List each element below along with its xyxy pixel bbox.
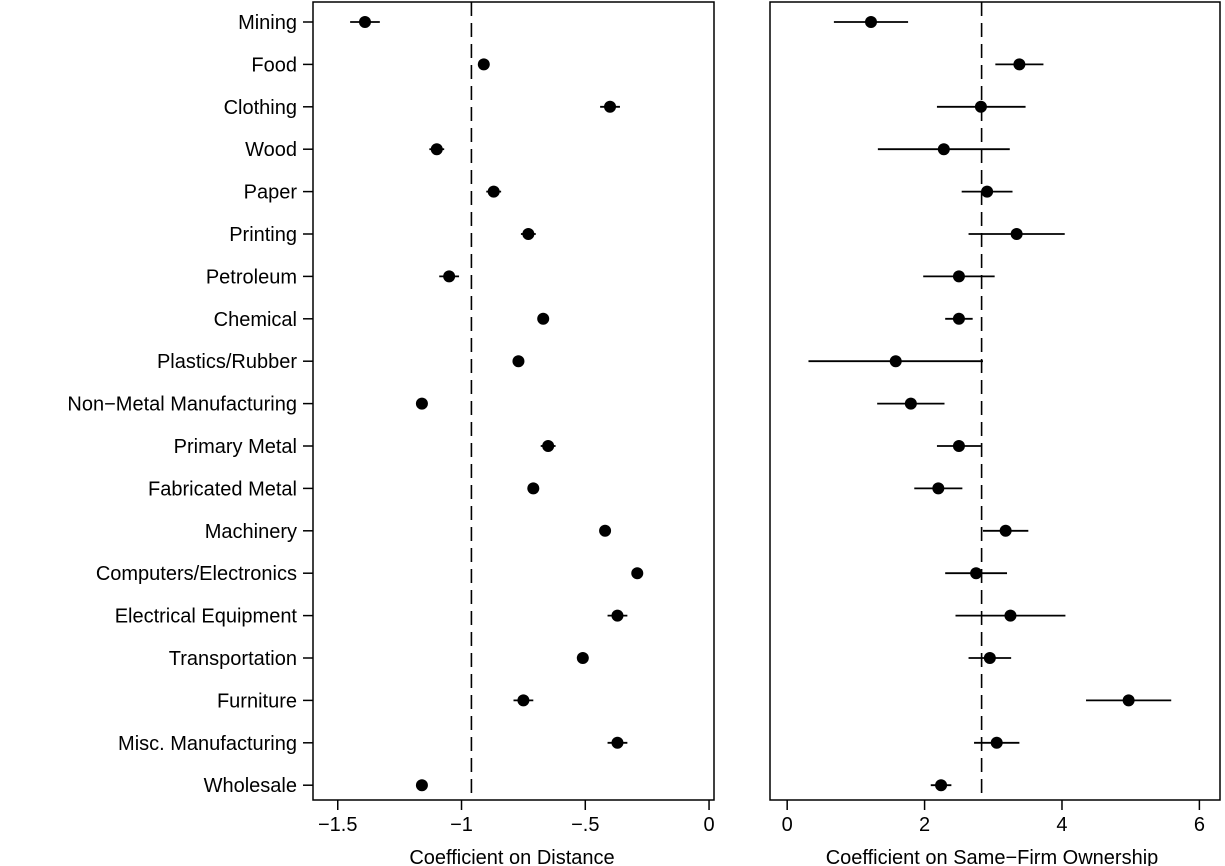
distance-x-tick-label: 0	[703, 814, 714, 836]
category-label: Food	[251, 54, 297, 76]
distance-panel: −1.5 −1 −.5 0	[318, 2, 715, 836]
ownership-point	[970, 567, 983, 580]
ownership-point	[864, 16, 877, 28]
distance-point	[537, 312, 550, 325]
distance-point	[430, 143, 443, 156]
distance-point	[522, 228, 535, 240]
distance-point	[542, 440, 555, 452]
ownership-point	[983, 652, 996, 664]
distance-point	[477, 58, 490, 71]
right-panel-frame	[769, 1, 1221, 801]
ownership-point	[952, 270, 965, 283]
distance-point	[611, 736, 624, 749]
ownership-point	[1122, 694, 1135, 707]
ownership-x-tick-label: 2	[919, 814, 930, 836]
category-label: Primary Metal	[174, 436, 297, 458]
category-label: Furniture	[217, 690, 297, 712]
ownership-point	[999, 524, 1012, 537]
ownership-point	[981, 185, 994, 198]
category-label: Computers/Electronics	[96, 563, 297, 585]
distance-point	[527, 482, 540, 495]
category-label: Non−Metal Manufacturing	[67, 394, 297, 416]
left-x-axis-title: Coefficient on Distance	[409, 847, 614, 866]
category-label: Wood	[245, 139, 297, 161]
ownership-point	[1010, 228, 1023, 240]
category-label: Paper	[244, 182, 298, 204]
distance-point	[604, 100, 617, 113]
distance-point	[631, 567, 644, 580]
distance-point	[576, 652, 589, 664]
distance-point	[512, 355, 525, 368]
distance-point	[487, 185, 500, 198]
distance-point	[443, 270, 456, 283]
category-label: Clothing	[224, 97, 297, 119]
left-panel-frame	[312, 1, 715, 801]
ownership-x-tick-label: 0	[782, 814, 793, 836]
distance-x-tick-label: −1.5	[318, 814, 357, 836]
distance-x-tick-label: −.5	[571, 814, 599, 836]
ownership-point	[952, 312, 965, 325]
ownership-point	[974, 100, 987, 113]
ownership-point	[889, 355, 902, 368]
category-label: Transportation	[169, 648, 297, 670]
ownership-point	[1004, 609, 1017, 622]
ownership-point	[935, 779, 948, 792]
category-label: Machinery	[205, 521, 297, 543]
category-label: Plastics/Rubber	[157, 351, 297, 373]
distance-point	[415, 397, 428, 410]
ownership-point	[937, 143, 950, 156]
category-label: Chemical	[214, 309, 297, 331]
distance-point	[611, 609, 624, 622]
ownership-point	[990, 736, 1003, 749]
category-label: Mining	[238, 12, 297, 34]
ownership-x-tick-label: 4	[1056, 814, 1067, 836]
category-label: Fabricated Metal	[148, 478, 297, 500]
category-labels: Mining Food Clothing Wood Paper Printing Petro…	[67, 12, 313, 797]
category-label: Wholesale	[204, 775, 297, 797]
category-label: Petroleum	[206, 266, 297, 288]
category-label: Misc. Manufacturing	[118, 733, 297, 755]
ownership-x-tick-label: 6	[1194, 814, 1205, 836]
ownership-point	[952, 440, 965, 452]
category-label: Printing	[229, 224, 297, 246]
distance-point	[517, 694, 530, 707]
distance-point	[415, 779, 428, 792]
distance-point	[358, 16, 371, 28]
distance-point	[599, 524, 612, 537]
distance-x-tick-label: −1	[450, 814, 473, 836]
ownership-point	[904, 397, 917, 410]
ownership-panel: 0 2 4 6	[782, 2, 1205, 836]
ownership-point	[932, 482, 945, 495]
ownership-point	[1013, 58, 1026, 71]
right-x-axis-title: Coefficient on Same−Firm Ownership	[826, 847, 1159, 866]
category-label: Electrical Equipment	[115, 606, 298, 628]
